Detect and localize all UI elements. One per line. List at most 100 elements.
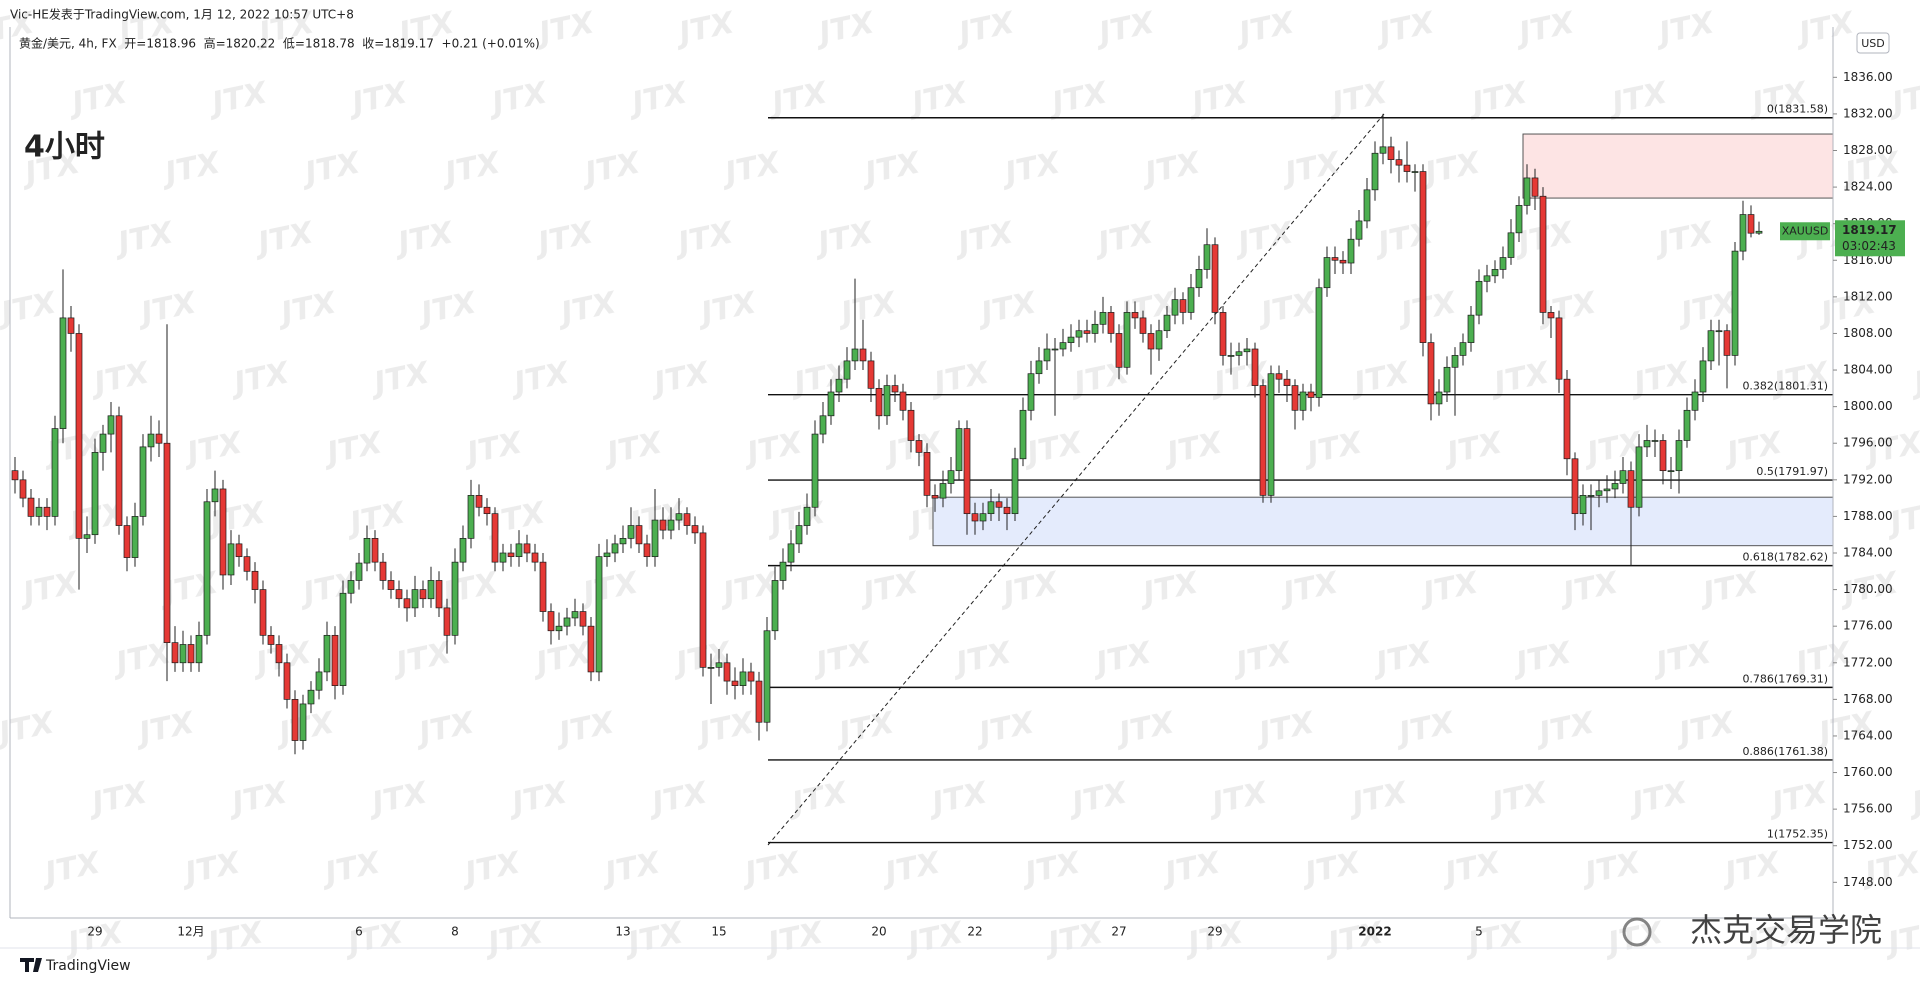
candle-body [1307, 391, 1315, 398]
watermark: JTX [1393, 285, 1461, 332]
watermark: JTX [624, 75, 692, 122]
candle-body [1419, 171, 1427, 343]
x-tick-label: 6 [355, 925, 363, 939]
watermark: JTX [506, 355, 574, 402]
candle-body [163, 442, 171, 643]
watermark: JTX [1717, 845, 1785, 892]
candle-body [1715, 330, 1723, 333]
watermark: JTX [900, 915, 968, 962]
candle-body [979, 513, 987, 522]
candle-body [1099, 312, 1107, 325]
candle-body [1003, 506, 1011, 515]
watermark: JTX [1180, 915, 1248, 962]
symbol-label: XAUUSD [1782, 224, 1829, 237]
symbol-tag [1780, 222, 1830, 241]
watermark: JTX [413, 285, 481, 332]
candle-body [1315, 287, 1323, 398]
candle-body [547, 611, 555, 632]
currency-label[interactable]: USD [1861, 37, 1885, 50]
watermark: JTX [1791, 5, 1859, 52]
candle-body [1163, 314, 1171, 332]
watermark: JTX [784, 775, 852, 822]
watermark: JTX [1651, 5, 1719, 52]
watermark: JTX [64, 75, 132, 122]
watermark: JTX [1437, 845, 1505, 892]
candle-body [555, 625, 563, 632]
candle-body [827, 391, 835, 417]
watermark: JTX [1371, 5, 1439, 52]
watermark: JTX [691, 705, 759, 752]
watermark: JTX [1695, 565, 1763, 612]
y-tick-label: 1756.00 [1843, 802, 1893, 816]
watermark: JTX [737, 845, 805, 892]
fib-label: 0.5(1791.97) [1756, 465, 1828, 478]
candle-body [1427, 342, 1435, 405]
candle-body [219, 488, 227, 576]
watermark: JTX [948, 635, 1016, 682]
candle-body [387, 580, 395, 590]
candle-body [1355, 220, 1363, 240]
watermark: JTX [1577, 845, 1645, 892]
watermark: JTX [457, 845, 525, 892]
candle-body [1643, 440, 1651, 448]
candle-body [1539, 195, 1547, 313]
candle-body [835, 378, 843, 393]
x-tick-label: 13 [615, 925, 630, 939]
candle-body [187, 644, 195, 664]
y-tick-label: 1748.00 [1843, 875, 1893, 889]
x-tick-label: 15 [711, 925, 726, 939]
candle-body [763, 630, 771, 723]
candle-body [259, 589, 267, 636]
watermark: JTX [1906, 355, 1920, 402]
candle-body [811, 433, 819, 508]
watermark: JTX [1415, 565, 1483, 612]
watermark: JTX [1368, 635, 1436, 682]
fib-label: 0.618(1782.62) [1742, 551, 1828, 564]
watermark: JTX [1230, 215, 1298, 262]
x-tick-label: 29 [87, 925, 102, 939]
watermark: JTX [553, 285, 621, 332]
candle-body [539, 561, 547, 612]
watermark: JTX [950, 215, 1018, 262]
watermark: JTX [411, 705, 479, 752]
watermark: JTX [1650, 215, 1718, 262]
candle-body [1203, 244, 1211, 270]
candle-body [683, 513, 691, 526]
currency-box[interactable] [1856, 32, 1890, 54]
candle-body [83, 534, 91, 539]
candle-body [1563, 378, 1571, 460]
candle-body [931, 495, 939, 499]
watermark: JTX [644, 775, 712, 822]
candle-body [1331, 257, 1339, 261]
brand-text: TradingView [45, 958, 131, 974]
watermark: JTX [857, 145, 925, 192]
candle-body [1667, 470, 1675, 473]
watermark: JTX [200, 915, 268, 962]
watermark: JTX [273, 285, 341, 332]
candle-body [667, 519, 675, 531]
candle-body [195, 634, 203, 664]
watermark: JTX [1111, 705, 1179, 752]
watermark: JTX [1673, 285, 1741, 332]
candle-body [51, 428, 59, 517]
candle-body [1243, 348, 1251, 353]
y-tick-label: 1800.00 [1843, 399, 1893, 413]
candle-body [1187, 287, 1195, 313]
watermark: JTX [808, 635, 876, 682]
watermark: JTX [1417, 145, 1485, 192]
candle-body [899, 391, 907, 411]
y-tick-label: 1772.00 [1843, 655, 1893, 669]
watermark: JTX [388, 635, 456, 682]
watermark: JTX [131, 705, 199, 752]
y-tick-label: 1788.00 [1843, 509, 1893, 523]
watermark: JTX [1253, 285, 1321, 332]
candle-body [651, 519, 659, 558]
candle-body [1627, 470, 1635, 508]
y-tick-label: 1780.00 [1843, 582, 1893, 596]
candle-body [1235, 351, 1243, 356]
price-label: 1819.17 [1842, 223, 1897, 237]
watermark: JTX [924, 775, 992, 822]
candle-body [1675, 440, 1683, 472]
watermark: JTX [1275, 565, 1343, 612]
candle-body [1275, 373, 1283, 380]
